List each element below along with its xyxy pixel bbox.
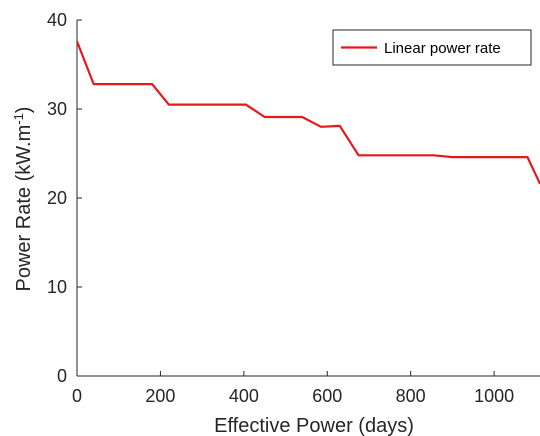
y-tick-label: 30 [47, 99, 67, 119]
y-axis-label-close: ) [13, 107, 35, 114]
legend: Linear power rate [332, 29, 532, 66]
y-axis-label: Power Rate (kW.m-1) [11, 107, 36, 292]
x-tick-label: 0 [72, 386, 82, 406]
x-tick-label: 200 [145, 386, 175, 406]
y-tick-label: 0 [57, 366, 67, 386]
y-tick-label: 20 [47, 188, 67, 208]
y-axis-label-superscript: -1 [11, 113, 26, 125]
x-tick-label: 600 [312, 386, 342, 406]
y-tick-label: 10 [47, 277, 67, 297]
x-tick-label: 1000 [474, 386, 514, 406]
series-line [75, 40, 540, 185]
x-tick-label: 400 [229, 386, 259, 406]
y-axis-label-main: Power Rate (kW.m [13, 125, 35, 292]
x-tick-label: 800 [396, 386, 426, 406]
plot-area: 0 200 400 600 800 1000 0 10 20 30 40 [47, 10, 540, 406]
legend-label: Linear power rate [384, 40, 501, 57]
y-tick-label: 40 [47, 10, 67, 30]
x-axis-label: Effective Power (days) [214, 415, 414, 436]
